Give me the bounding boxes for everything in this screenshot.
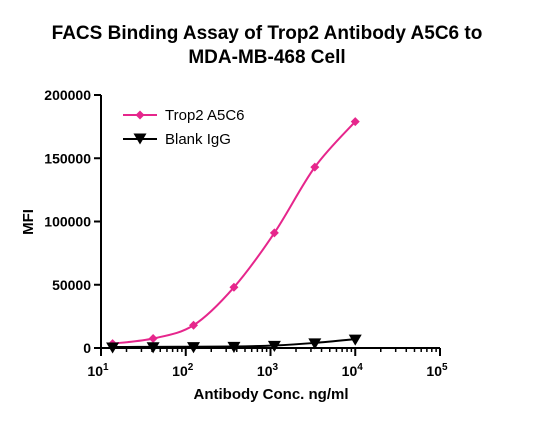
x-tick-base: 10 — [342, 363, 358, 379]
data-point — [269, 228, 279, 238]
data-point — [187, 342, 201, 354]
x-tick-base: 10 — [87, 363, 103, 379]
x-tick-exponent: 2 — [188, 362, 194, 373]
data-point — [229, 282, 239, 292]
data-point — [227, 341, 241, 353]
legend-marker — [133, 133, 147, 145]
series-trop2-a5c6 — [108, 117, 360, 349]
x-tick-label: 103 — [257, 362, 279, 379]
y-tick-label: 50000 — [52, 277, 91, 293]
y-ticks: 0 50000 100000 150000 200000 — [44, 87, 101, 356]
x-ticks: 101 102 103 104 105 — [87, 348, 448, 379]
data-point — [308, 338, 322, 350]
legend-marker — [135, 110, 145, 120]
y-tick-label: 150000 — [44, 150, 91, 166]
x-tick-label: 105 — [426, 362, 448, 379]
y-tick-label: 100000 — [44, 214, 91, 230]
x-tick-label: 101 — [87, 362, 109, 379]
legend-label: Blank IgG — [165, 131, 231, 148]
data-point — [267, 340, 281, 352]
x-tick-label: 102 — [172, 362, 194, 379]
x-tick-base: 10 — [426, 363, 442, 379]
data-point — [146, 342, 160, 354]
data-point — [350, 117, 360, 127]
x-tick-exponent: 4 — [357, 362, 363, 373]
x-tick-exponent: 1 — [103, 362, 109, 373]
data-point — [189, 320, 199, 330]
data-point — [148, 334, 158, 344]
x-tick-label: 104 — [342, 362, 364, 379]
series-layer — [106, 117, 362, 354]
legend: Trop2 A5C6 Blank IgG — [123, 107, 245, 148]
data-point — [348, 334, 362, 346]
x-tick-exponent: 3 — [273, 362, 279, 373]
legend-item: Blank IgG — [123, 131, 231, 148]
x-tick-base: 10 — [172, 363, 188, 379]
x-tick-exponent: 5 — [442, 362, 448, 373]
y-axis-label: MFI — [20, 209, 37, 235]
data-point — [310, 162, 320, 172]
y-tick-label: 200000 — [44, 87, 91, 103]
series-blank-igg — [106, 334, 362, 354]
axes — [100, 95, 440, 349]
chart-title-line-1: FACS Binding Assay of Trop2 Antibody A5C… — [52, 23, 483, 44]
series-line — [112, 120, 356, 345]
legend-label: Trop2 A5C6 — [165, 107, 245, 124]
chart-title-line-2: MDA-MB-468 Cell — [188, 47, 345, 68]
x-tick-base: 10 — [257, 363, 273, 379]
x-axis-label: Antibody Conc. ng/ml — [194, 386, 349, 403]
legend-item: Trop2 A5C6 — [123, 107, 245, 124]
data-point — [106, 342, 120, 354]
y-tick-label: 0 — [83, 340, 91, 356]
